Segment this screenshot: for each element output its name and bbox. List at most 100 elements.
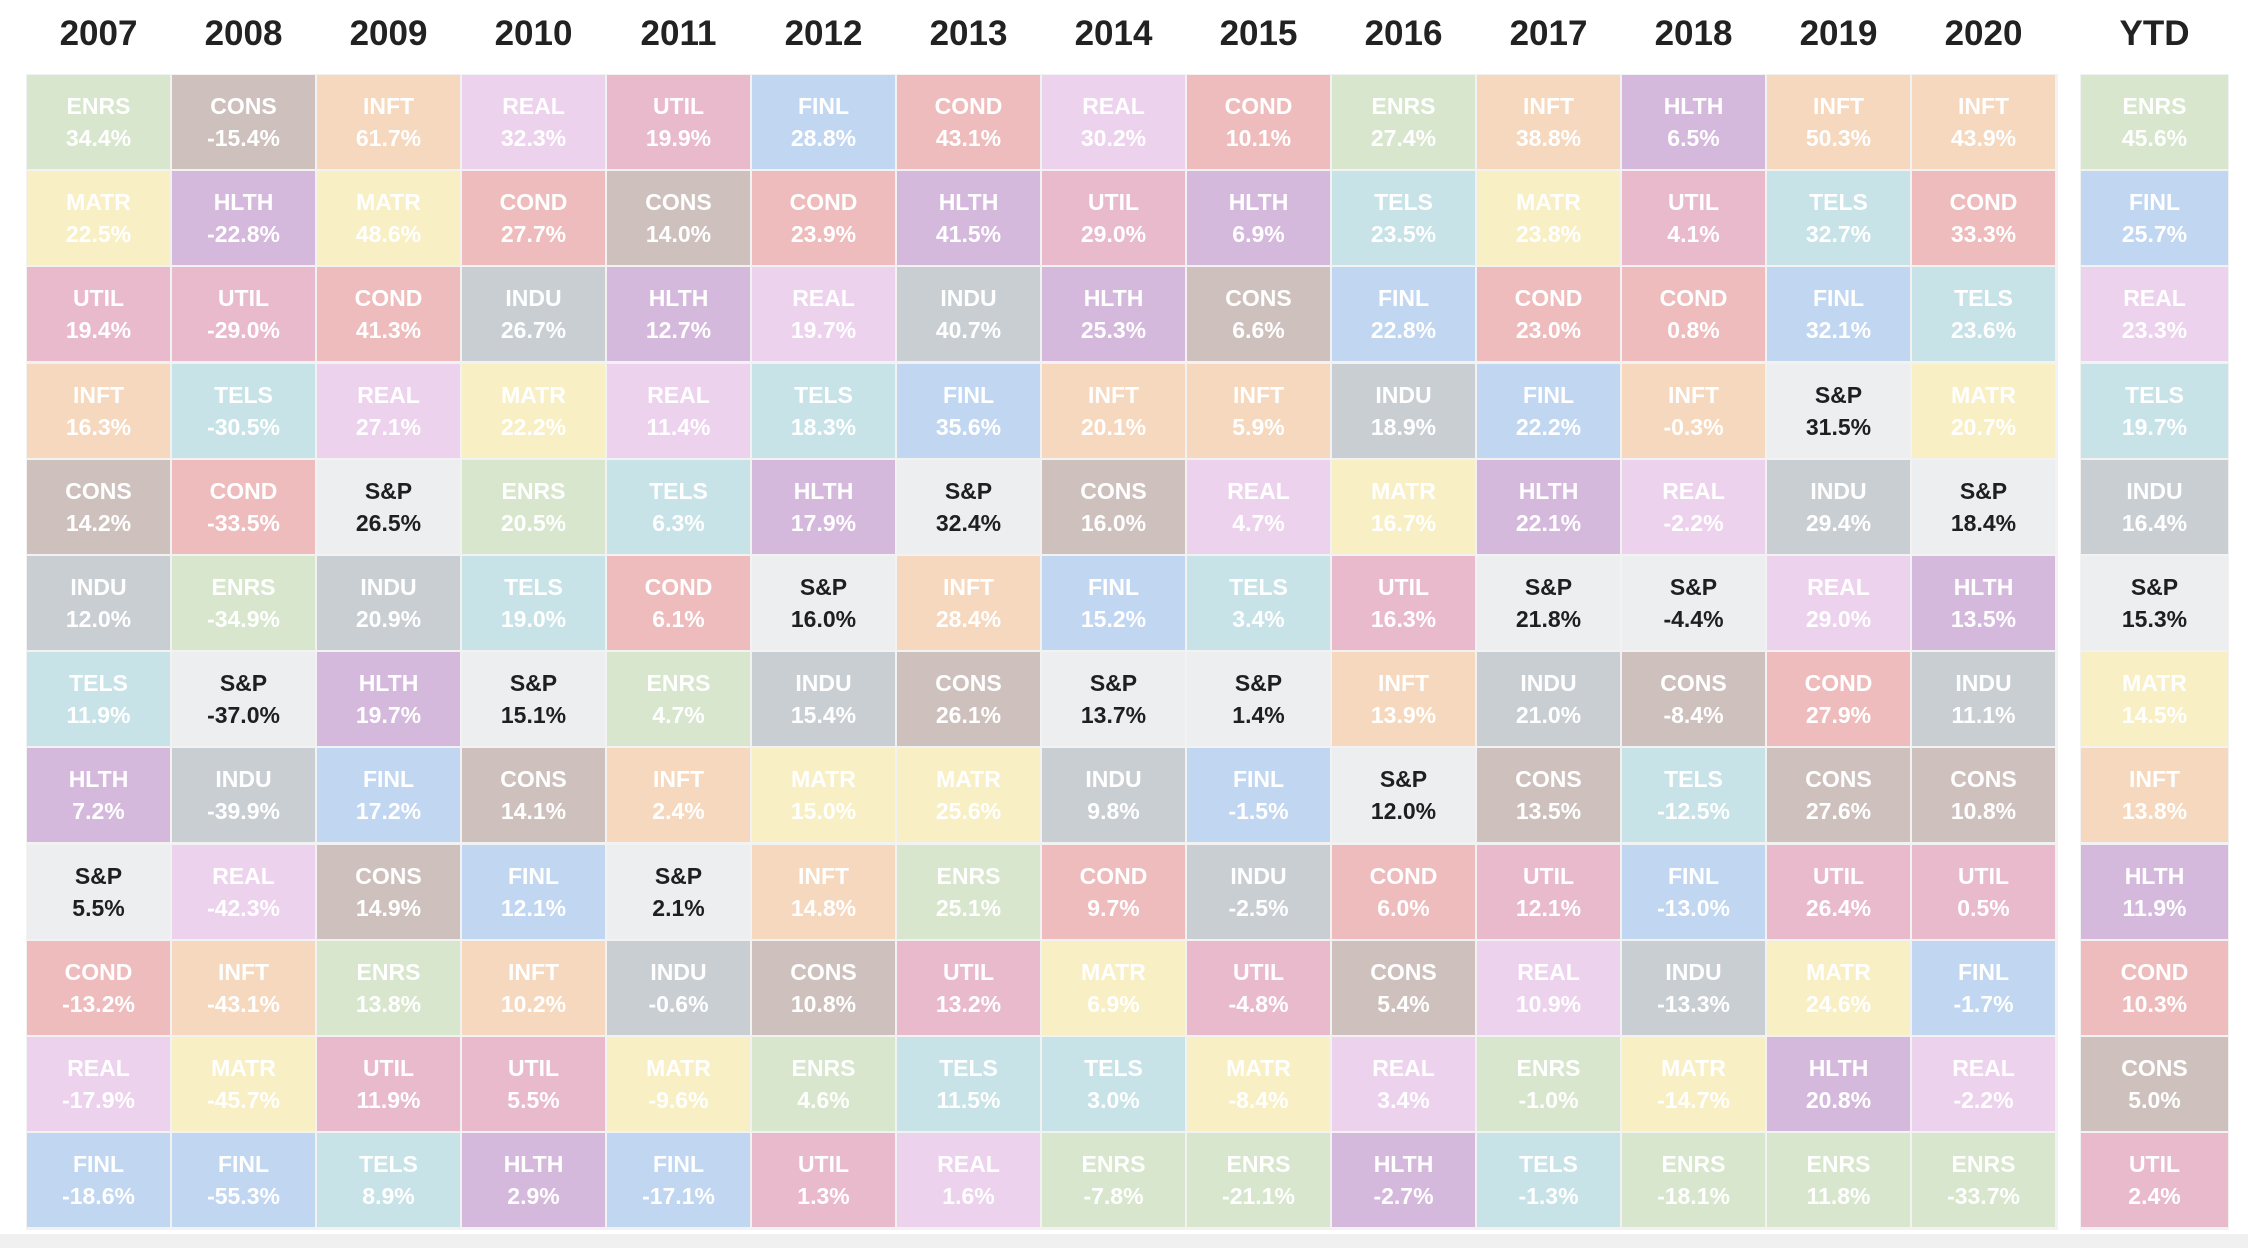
cell-2010-rank-8: CONS 14.1% <box>462 748 605 843</box>
cell-2017-rank-5: HLTH 22.1% <box>1477 459 1620 554</box>
cell-2018-rank-12: ENRS -18.1% <box>1622 1133 1765 1228</box>
sector-return: -2.7% <box>1373 1183 1434 1210</box>
sector-return: 6.1% <box>652 606 705 632</box>
cell-2011-rank-12: FINL -17.1% <box>607 1133 750 1228</box>
cell-2016-rank-11: REAL 3.4% <box>1332 1037 1475 1131</box>
cell-2011-rank-2: CONS 14.0% <box>607 171 750 266</box>
sector-code: UTIL <box>72 285 125 312</box>
sector-code: HLTH <box>938 189 999 216</box>
column-header-2018: 2018 <box>1654 14 1733 53</box>
sector-code: COND <box>64 958 133 985</box>
sector-code: TELS <box>1809 189 1868 216</box>
sector-return: 15.1% <box>500 702 567 729</box>
sector-return: -33.7% <box>1947 1183 2020 1210</box>
sector-return: 2.1% <box>652 894 705 921</box>
cell-2020-rank-4: MATR 20.7% <box>1912 363 2055 458</box>
cell-ytd-rank-6: S&P 15.3% <box>2081 556 2228 650</box>
cell-ytd-rank-12: UTIL 2.4% <box>2081 1133 2228 1228</box>
cell-2015-rank-12: ENRS -21.1% <box>1187 1133 1330 1228</box>
sector-return: 6.6% <box>1232 317 1285 344</box>
sector-return: -0.6% <box>648 990 709 1017</box>
sector-code: INFT <box>362 93 415 119</box>
sector-code: ENRS <box>791 1055 856 1081</box>
cell-2019-rank-5: INDU 29.4% <box>1767 459 1910 554</box>
sector-code: INFT <box>1087 381 1140 408</box>
cell-2007-rank-6: INDU 12.0% <box>27 556 170 650</box>
sector-return: 26.7% <box>500 317 567 344</box>
sector-return: 43.9% <box>1950 125 2017 151</box>
sector-return: -0.3% <box>1663 413 1724 440</box>
sector-code: TELS <box>1954 285 2013 312</box>
column-header-2019: 2019 <box>1799 14 1878 53</box>
cell-2014-rank-4: INFT 20.1% <box>1042 363 1185 458</box>
sector-return: 31.5% <box>1805 413 1872 440</box>
cell-2007-rank-5: CONS 14.2% <box>27 459 170 554</box>
sector-code: S&P <box>944 477 993 504</box>
sector-code: TELS <box>2125 381 2184 408</box>
sector-return: -22.8% <box>207 221 280 248</box>
sector-code: MATR <box>211 1055 276 1081</box>
cell-2009-rank-9: CONS 14.9% <box>317 844 460 939</box>
cell-2010-rank-10: INFT 10.2% <box>462 940 605 1035</box>
sector-code: MATR <box>1806 958 1871 985</box>
sector-return: 6.3% <box>652 509 705 536</box>
column-header-2007: 2007 <box>59 14 138 53</box>
sector-code: CONS <box>790 958 857 985</box>
cell-2012-rank-7: INDU 15.4% <box>752 652 895 747</box>
cell-2015-rank-8: FINL -1.5% <box>1187 748 1330 843</box>
sector-return: 15.4% <box>790 702 857 729</box>
cell-2013-rank-12: REAL 1.6% <box>897 1133 1040 1228</box>
sector-return: 21.0% <box>1515 702 1582 729</box>
cell-2020-rank-2: COND 33.3% <box>1912 171 2055 266</box>
sector-return: 33.3% <box>1950 221 2017 248</box>
cell-2017-rank-10: REAL 10.9% <box>1477 940 1620 1035</box>
cell-2010-rank-1: REAL 32.3% <box>462 75 605 169</box>
cell-2018-rank-11: MATR -14.7% <box>1622 1037 1765 1131</box>
cell-ytd-rank-10: COND 10.3% <box>2081 940 2228 1035</box>
sector-code: HLTH <box>358 670 419 697</box>
sector-code: CONS <box>1225 285 1292 312</box>
cell-2019-rank-2: TELS 32.7% <box>1767 171 1910 266</box>
sector-code: REAL <box>212 862 275 889</box>
cell-2019-rank-6: REAL 29.0% <box>1767 556 1910 650</box>
cell-2007-rank-12: FINL -18.6% <box>27 1133 170 1228</box>
sector-return: 5.4% <box>1377 990 1430 1017</box>
cell-2014-rank-3: HLTH 25.3% <box>1042 267 1185 362</box>
sector-return: -18.1% <box>1657 1183 1730 1210</box>
sector-code: REAL <box>1662 477 1725 504</box>
sector-return: 26.4% <box>1805 894 1872 921</box>
cell-2020-rank-5: S&P 18.4% <box>1912 459 2055 554</box>
sector-code: FINL <box>507 862 560 889</box>
sector-return: 19.7% <box>790 317 857 344</box>
sector-return: 26.1% <box>935 702 1002 729</box>
cell-2013-rank-9: ENRS 25.1% <box>897 844 1040 939</box>
cell-ytd-rank-11: CONS 5.0% <box>2081 1037 2228 1131</box>
sector-code: REAL <box>67 1055 130 1081</box>
sector-code: COND <box>1224 93 1293 119</box>
cell-2008-rank-2: HLTH -22.8% <box>172 171 315 266</box>
sector-code: UTIL <box>1087 189 1140 216</box>
sector-return: 15.2% <box>1080 606 1147 632</box>
cell-2014-rank-8: INDU 9.8% <box>1042 748 1185 843</box>
sector-code: HLTH <box>1373 1151 1434 1178</box>
sector-return: 20.1% <box>1080 413 1147 440</box>
sector-code: S&P <box>1959 477 2008 504</box>
sector-code: ENRS <box>211 574 276 600</box>
cell-2013-rank-10: UTIL 13.2% <box>897 940 1040 1035</box>
sector-code: COND <box>934 93 1003 119</box>
sector-return: 27.1% <box>355 413 422 440</box>
sector-return: 5.5% <box>507 1087 560 1113</box>
sector-return: -42.3% <box>207 894 280 921</box>
sector-code: INFT <box>942 574 995 600</box>
sector-return: 10.1% <box>1225 125 1292 151</box>
sector-return: 38.8% <box>1515 125 1582 151</box>
cell-2012-rank-12: UTIL 1.3% <box>752 1133 895 1228</box>
cell-2008-rank-3: UTIL -29.0% <box>172 267 315 362</box>
sector-return: 24.6% <box>1805 990 1872 1017</box>
sector-code: REAL <box>792 285 855 312</box>
cell-2016-rank-3: FINL 22.8% <box>1332 267 1475 362</box>
sector-return: 16.3% <box>65 413 132 440</box>
cell-2014-rank-9: COND 9.7% <box>1042 844 1185 939</box>
sector-code: S&P <box>1234 670 1283 697</box>
sector-code: UTIL <box>2128 1151 2181 1178</box>
